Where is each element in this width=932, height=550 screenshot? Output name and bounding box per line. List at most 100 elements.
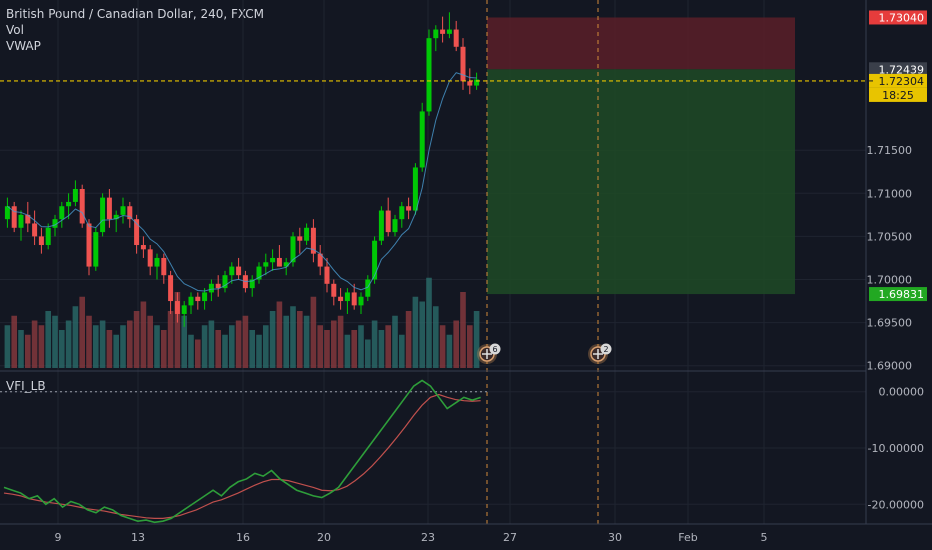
volume-bar <box>215 330 221 368</box>
volume-bar <box>405 311 412 368</box>
volume-bar <box>222 334 228 368</box>
volume-bar <box>208 320 215 368</box>
volume-bar <box>446 334 453 368</box>
volume-bar <box>419 301 425 368</box>
candle-body <box>310 227 316 254</box>
volume-bar <box>72 306 79 368</box>
candle-body <box>222 275 228 289</box>
candle-body <box>270 257 276 263</box>
candle-body <box>11 206 17 228</box>
volume-bar <box>93 325 99 368</box>
price-badge-entry <box>869 62 927 77</box>
volume-bar <box>467 325 473 368</box>
volume-bar <box>195 339 201 368</box>
symbol-title[interactable]: British Pound / Canadian Dollar, 240, FX… <box>6 7 264 21</box>
candle-body <box>304 227 310 241</box>
candle-body <box>38 236 44 246</box>
candle-body <box>385 210 391 233</box>
volume-bar <box>127 320 133 368</box>
candle-body <box>93 232 99 267</box>
volume-indicator-label[interactable]: Vol <box>6 23 24 37</box>
volume-bar <box>439 325 446 368</box>
time-tick-label: 13 <box>131 531 145 544</box>
volume-bar <box>269 311 276 368</box>
price-tick-label: 1.71000 <box>867 187 913 200</box>
candle-body <box>392 219 398 233</box>
candle-body <box>263 262 269 267</box>
vwap-line <box>7 72 477 292</box>
event-count-badge <box>489 343 501 355</box>
volume-bar <box>249 330 255 368</box>
price-badge-label: 1.69831 <box>879 288 925 301</box>
candle-body <box>317 253 323 267</box>
volume-bar <box>133 311 140 368</box>
vfi-axis: 0.00000 -10.00000 -20.00000 <box>868 386 924 512</box>
volume-bar <box>385 325 391 368</box>
candle-body <box>174 301 180 314</box>
volume-bar <box>460 292 466 368</box>
volume-bar <box>140 301 147 368</box>
stop-loss-zone <box>487 17 795 70</box>
candle-body <box>358 296 364 306</box>
candle-body <box>195 296 201 302</box>
volume-bar <box>174 292 181 368</box>
candle-body <box>440 29 446 34</box>
candle-body <box>453 29 459 47</box>
volume-bar <box>378 330 385 368</box>
volume-bar <box>106 330 113 368</box>
candle-body <box>161 257 167 276</box>
price-tick-label: 1.69000 <box>867 360 913 373</box>
volume-bar <box>256 334 262 368</box>
candle-body <box>297 236 303 241</box>
volume-bar <box>297 311 303 368</box>
volume-bar <box>263 325 269 368</box>
candle-body <box>147 249 153 267</box>
vfi-line <box>3 379 481 524</box>
volume-bar <box>79 296 85 368</box>
volume-bar <box>371 320 378 368</box>
candle-body <box>256 266 262 280</box>
volume-bar <box>317 325 323 368</box>
candle-body <box>412 167 418 211</box>
candle-body <box>365 279 371 297</box>
price-badge-label: 1.72439 <box>879 63 925 76</box>
candle-body <box>79 189 85 224</box>
volume-bar <box>331 320 337 368</box>
vfi-indicator-label[interactable]: VFI_LB <box>6 379 46 393</box>
candle-body <box>208 283 214 293</box>
volume-bar <box>4 325 11 368</box>
candle-body <box>188 296 194 306</box>
volume-bar <box>11 315 17 368</box>
price-badge-label: 1.72304 <box>879 75 925 88</box>
candle-body <box>18 214 24 228</box>
volume-bar <box>167 311 174 368</box>
candle-body <box>181 305 187 314</box>
volume-bar <box>38 325 45 368</box>
volume-bar <box>337 315 344 368</box>
candle-body <box>45 227 51 246</box>
volume-bar <box>473 311 480 368</box>
candle-body <box>140 245 146 250</box>
candle-body <box>154 257 160 267</box>
price-tick-label: 1.69500 <box>867 317 913 330</box>
volume-bar <box>86 315 92 368</box>
candle-body <box>283 262 289 267</box>
candle-body <box>419 111 425 168</box>
candle-body <box>72 189 78 202</box>
volume-series <box>4 277 480 368</box>
volume-bar <box>310 296 317 368</box>
candle-body <box>215 283 221 289</box>
candle-body <box>460 46 466 82</box>
time-tick-label: 30 <box>608 531 622 544</box>
chart-legend: British Pound / Canadian Dollar, 240, FX… <box>6 6 264 54</box>
volume-bar <box>235 320 242 368</box>
candle-body <box>202 292 208 302</box>
candle-body <box>59 206 65 220</box>
candle-body <box>467 81 473 86</box>
candle-body <box>351 292 357 306</box>
candle-body <box>168 275 174 302</box>
vwap-indicator-label[interactable]: VWAP <box>6 39 41 53</box>
candle-body <box>378 210 384 241</box>
candle-body <box>120 206 126 215</box>
